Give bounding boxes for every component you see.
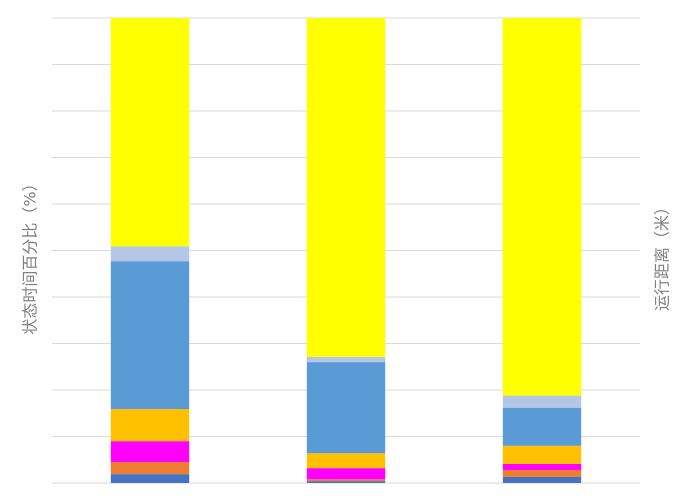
y-axis-label: 状态时间百分比（%）: [21, 175, 40, 334]
bar-segment: [306, 481, 386, 483]
bar-segment: [110, 441, 190, 463]
bar-segment: [306, 18, 386, 357]
bar-segment: [502, 445, 582, 464]
bar-segment: [110, 261, 190, 410]
bar-segment: [110, 246, 190, 262]
bar-segment: [502, 18, 582, 396]
bar-segment: [110, 462, 190, 475]
bar-segment: [502, 463, 582, 470]
y2-axis-label: 运行距离（米）: [653, 199, 672, 311]
bar-segment: [110, 474, 190, 483]
bar-segment: [110, 409, 190, 442]
bar-segment: [306, 453, 386, 469]
bar-segment: [306, 468, 386, 480]
bar-segment: [306, 362, 386, 454]
bar-segment: [502, 395, 582, 408]
bar-segment: [306, 479, 386, 482]
bar-segment: [306, 356, 386, 363]
bar-segment: [502, 476, 582, 483]
bar-segment: [110, 18, 190, 247]
bar-segment: [502, 407, 582, 446]
bar-segment: [502, 469, 582, 477]
